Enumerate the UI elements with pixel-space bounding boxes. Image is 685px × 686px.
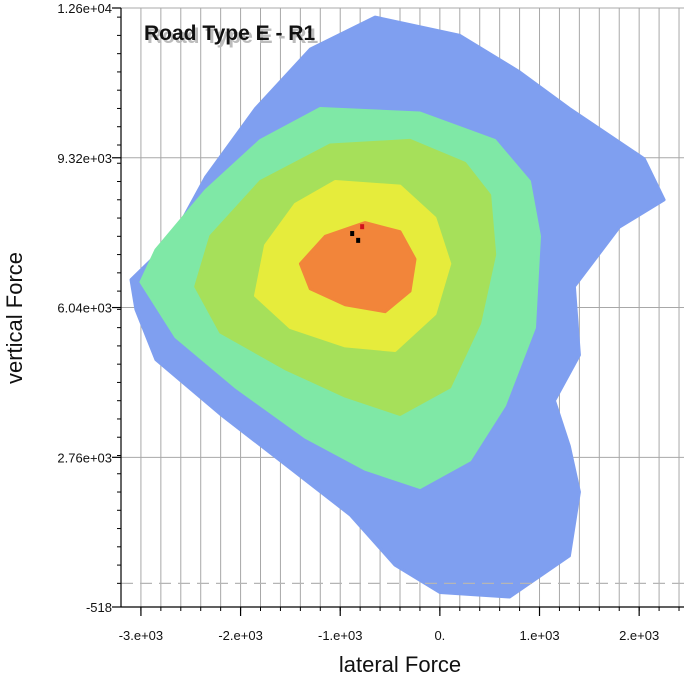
tick-labels: -518 2.76e+03 6.04e+03 9.32e+03 1.26e+04 -3.e… — [57, 1, 659, 643]
y-tick-label: 1.26e+04 — [57, 1, 112, 16]
y-tick-label: 6.04e+03 — [57, 301, 112, 316]
chart-title-shadow: Road Type E - R1 — [147, 25, 318, 48]
x-tick-label: -1.e+03 — [318, 628, 362, 643]
chart-title: Road Type E - R1 — [144, 22, 315, 45]
y-tick-label: -518 — [86, 600, 112, 615]
x-tick-label: 1.e+03 — [519, 628, 559, 643]
chart-title-group: Road Type E - R1 Road Type E - R1 — [144, 22, 318, 48]
axes — [112, 7, 684, 616]
peak-cell — [350, 231, 355, 237]
y-tick-label: 9.32e+03 — [57, 151, 112, 166]
y-axis-label: vertical Force — [2, 252, 27, 384]
y-tick-label: 2.76e+03 — [57, 450, 112, 465]
x-axis-label: lateral Force — [339, 652, 461, 677]
x-tick-label: -3.e+03 — [119, 628, 163, 643]
x-tick-label: 2.e+03 — [619, 628, 659, 643]
peak-cell — [360, 224, 365, 230]
peak-cell — [356, 237, 361, 243]
density-level-5 — [298, 221, 417, 314]
density-levels — [129, 15, 666, 599]
x-tick-label: 0. — [434, 628, 445, 643]
x-tick-label: -2.e+03 — [218, 628, 262, 643]
